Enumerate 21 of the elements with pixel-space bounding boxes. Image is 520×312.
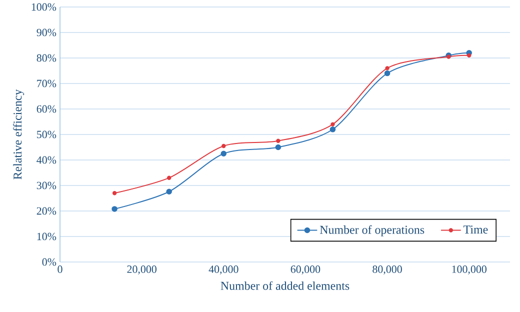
y-tick-label: 20% bbox=[36, 207, 56, 215]
y-tick-label: 80% bbox=[36, 54, 56, 62]
y-axis-title: Relative efficiency bbox=[13, 89, 24, 180]
y-tick-label: 40% bbox=[36, 156, 56, 164]
y-tick-label: 60% bbox=[36, 105, 56, 113]
x-tick-label: 60,000 bbox=[290, 266, 320, 274]
x-tick-label: 80,000 bbox=[372, 266, 402, 274]
x-tick-label: 40,000 bbox=[208, 266, 238, 274]
x-tick-label: 20,000 bbox=[127, 266, 156, 274]
legend-label: Time bbox=[464, 226, 488, 234]
x-tick-label: 100,000 bbox=[452, 266, 486, 274]
y-tick-label: 70% bbox=[37, 80, 56, 88]
x-axis-title: Number of added elements bbox=[220, 281, 350, 290]
y-tick-label: 50% bbox=[37, 130, 56, 138]
y-tick-label: 90% bbox=[36, 28, 56, 36]
y-tick-label: 0% bbox=[42, 258, 56, 266]
y-tick-label: 30% bbox=[36, 182, 56, 190]
x-tick-label: 0 bbox=[58, 266, 62, 273]
y-tick-label: 10% bbox=[37, 232, 56, 240]
y-tick-label: 100% bbox=[32, 3, 56, 11]
legend-label: Number of operations bbox=[320, 225, 424, 236]
